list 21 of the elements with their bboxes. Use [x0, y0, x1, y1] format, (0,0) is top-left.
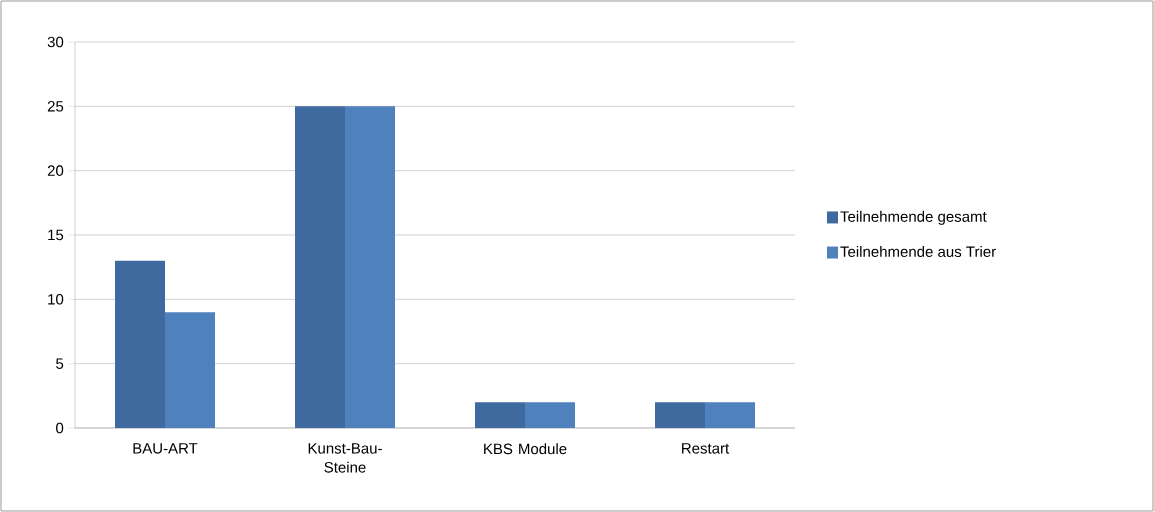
- bar: [475, 402, 526, 428]
- legend-label: Teilnehmende aus Trier: [840, 245, 996, 257]
- bar: [115, 260, 166, 428]
- y-tick-label: 15: [48, 229, 64, 241]
- bar: [295, 106, 346, 428]
- bar: [705, 402, 756, 428]
- y-tick-label: 25: [47, 101, 64, 112]
- y-tick-label: 20: [47, 165, 64, 176]
- x-tick-label: Kunst-Bau-Steine: [308, 443, 382, 473]
- y-tick-label: 30: [47, 36, 64, 48]
- bar: [525, 402, 576, 428]
- x-tick-label: Restart: [682, 443, 730, 454]
- bar: [655, 402, 706, 428]
- x-tick-label: BAU-ART: [133, 443, 198, 454]
- bar: [165, 312, 216, 428]
- x-tick-label: KBS Module: [484, 443, 567, 455]
- y-tick-label: 5: [56, 358, 64, 369]
- legend-label: Teilnehmende gesamt: [840, 210, 987, 225]
- y-tick-label: 10: [48, 294, 64, 305]
- y-tick-label: 0: [56, 422, 64, 434]
- bar: [345, 106, 396, 428]
